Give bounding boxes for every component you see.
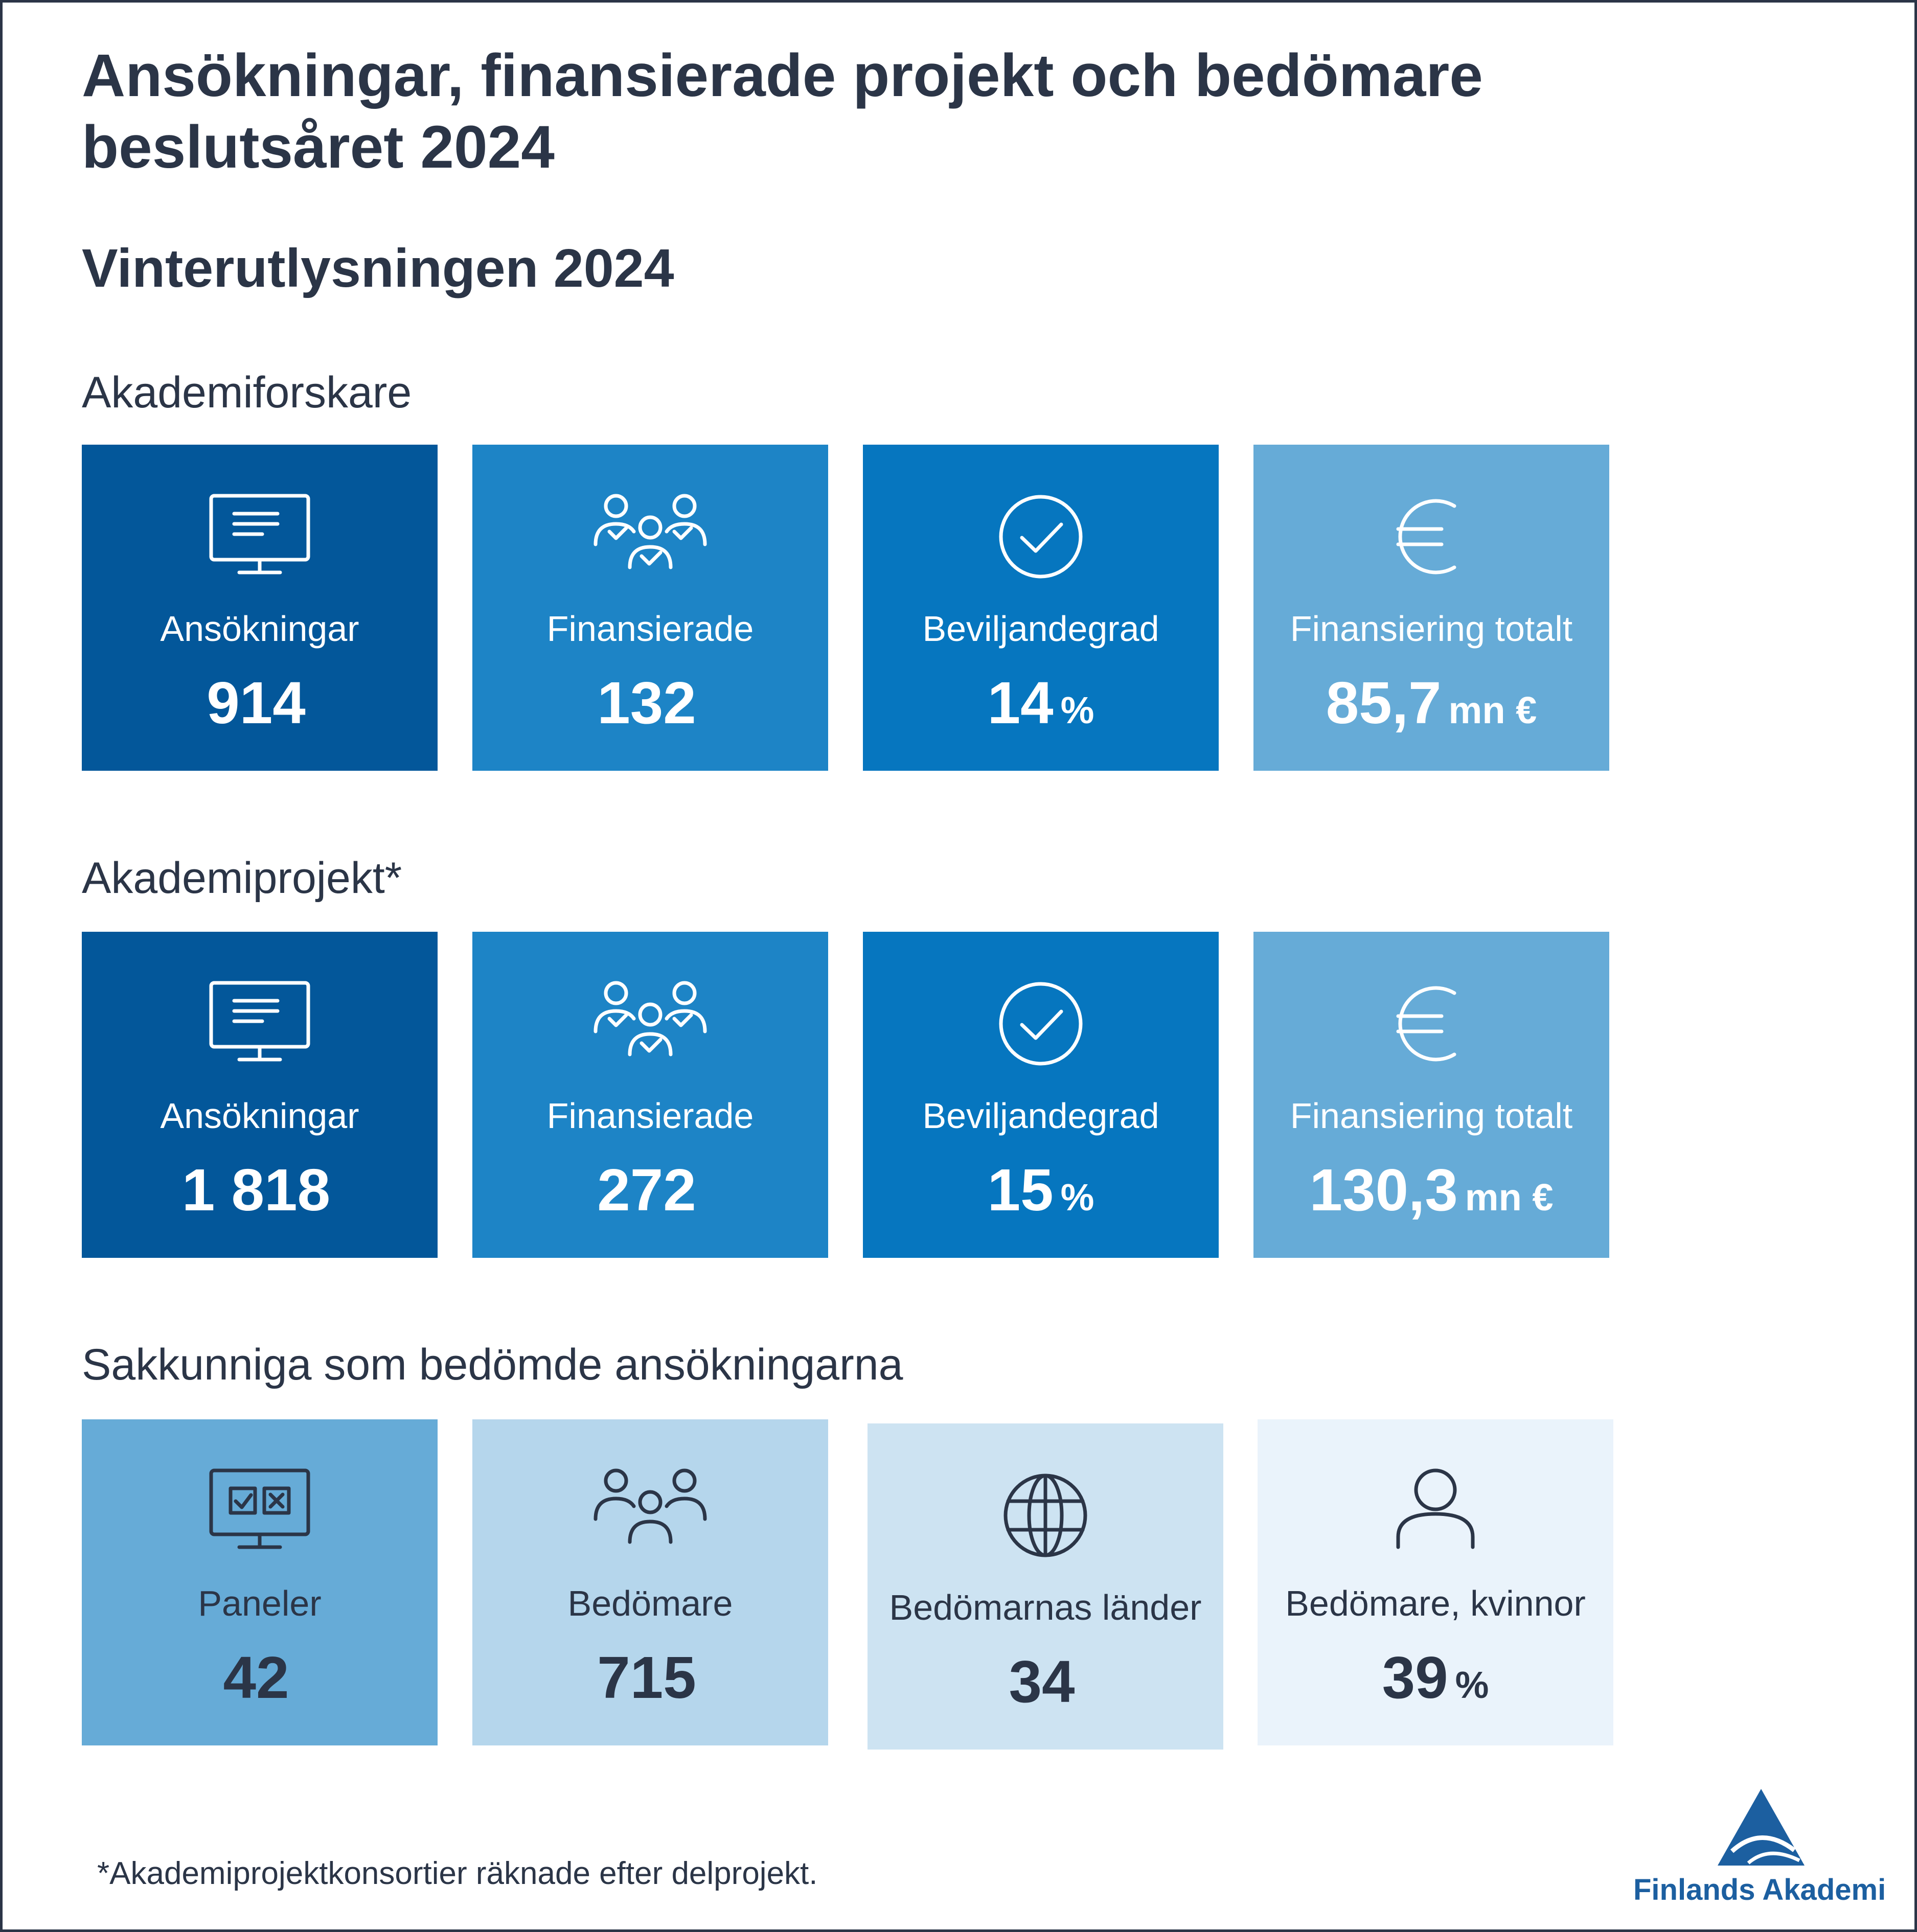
tile-label: Bedömare — [567, 1583, 733, 1623]
people-check-icon — [591, 978, 709, 1070]
tile-label: Beviljandegrad — [922, 1096, 1159, 1136]
tile-value: 130,3 mn € — [1309, 1157, 1554, 1223]
tile-label: Bedömare, kvinnor — [1285, 1583, 1586, 1623]
logo-triangle-icon — [1718, 1789, 1805, 1866]
tile-label: Ansökningar — [160, 1096, 359, 1136]
tile-label: Finansiering totalt — [1290, 609, 1573, 649]
tile-finansierade: Finansierade 272 — [472, 932, 828, 1258]
section-label-sakkunniga: Sakkunniga som bedömde ansökningarna — [82, 1340, 903, 1389]
tile-value: 1 818 — [181, 1157, 331, 1223]
page-subtitle: Vinterutlysningen 2024 — [82, 238, 674, 298]
tile-label: Beviljandegrad — [922, 609, 1159, 649]
tile-label: Finansiering totalt — [1290, 1096, 1573, 1136]
tile-value: 14% — [987, 670, 1094, 736]
tile-ansokningar: Ansökningar 914 — [82, 445, 438, 771]
tile-value: 914 — [207, 670, 306, 736]
euro-icon — [1373, 978, 1490, 1070]
footnote: *Akademiprojektkonsortier räknade efter … — [97, 1856, 818, 1891]
section-label-akademiprojekt: Akademiprojekt* — [82, 854, 402, 903]
tile-value: 34 — [1009, 1648, 1075, 1715]
logo-text: Finlands Akademi — [1633, 1873, 1886, 1906]
globe-icon — [987, 1469, 1104, 1561]
tile-finansiering-totalt: Finansiering totalt 130,3 mn € — [1253, 932, 1609, 1258]
check-circle-icon — [982, 978, 1100, 1070]
tile-label: Paneler — [198, 1583, 322, 1623]
section-label-akademiforskare: Akademiforskare — [82, 368, 412, 417]
monitor-icon — [201, 491, 318, 583]
tile-value: 39% — [1382, 1644, 1489, 1711]
tile-value: 272 — [597, 1157, 696, 1223]
tile-label: Finansierade — [546, 609, 754, 649]
finlands-akademi-logo: Finlands Akademi — [1633, 1789, 1886, 1906]
monitor-icon — [201, 978, 318, 1070]
people-group-icon — [591, 1465, 709, 1557]
monitor-checkbox-icon — [201, 1465, 318, 1557]
tile-label: Bedömarnas länder — [889, 1588, 1202, 1627]
tile-label: Finansierade — [546, 1096, 754, 1136]
tile-value: 42 — [223, 1644, 289, 1711]
tile-value: 85,7 mn € — [1326, 670, 1537, 736]
person-icon — [1377, 1465, 1494, 1557]
tile-bedomare-kvinnor: Bedömare, kvinnor 39% — [1258, 1419, 1613, 1745]
tile-bedomare: Bedömare 715 — [472, 1419, 828, 1745]
tile-ansokningar: Ansökningar 1 818 — [82, 932, 438, 1258]
check-circle-icon — [982, 491, 1100, 583]
tile-bedomarnas-lander: Bedömarnas länder 34 — [868, 1423, 1223, 1750]
tile-value: 132 — [597, 670, 696, 736]
tile-value: 15% — [987, 1157, 1094, 1223]
tile-finansierade: Finansierade 132 — [472, 445, 828, 771]
page-title: Ansökningar, finansierade projekt och be… — [82, 42, 1483, 181]
tile-paneler: Paneler 42 — [82, 1419, 438, 1745]
people-check-icon — [591, 491, 709, 583]
tile-finansiering-totalt: Finansiering totalt 85,7 mn € — [1253, 445, 1609, 771]
tile-beviljandegrad: Beviljandegrad 14% — [863, 445, 1219, 771]
euro-icon — [1373, 491, 1490, 583]
tile-label: Ansökningar — [160, 609, 359, 649]
tile-beviljandegrad: Beviljandegrad 15% — [863, 932, 1219, 1258]
tile-value: 715 — [597, 1644, 696, 1711]
